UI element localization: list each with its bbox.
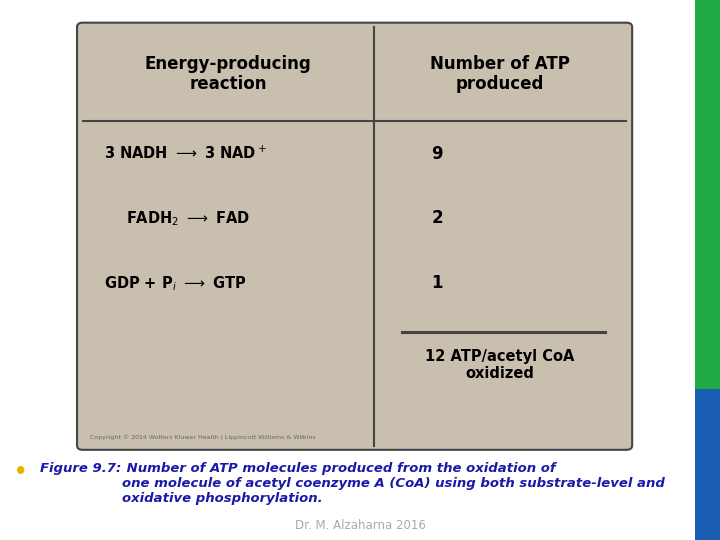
- Text: Energy-producing
reaction: Energy-producing reaction: [145, 55, 312, 93]
- Text: Dr. M. Alzaharna 2016: Dr. M. Alzaharna 2016: [294, 519, 426, 532]
- Text: GDP + P$_i$ $\longrightarrow$ GTP: GDP + P$_i$ $\longrightarrow$ GTP: [104, 274, 247, 293]
- Text: 2: 2: [431, 210, 443, 227]
- FancyBboxPatch shape: [77, 23, 632, 450]
- Text: Figure 9.7:: Figure 9.7:: [40, 462, 121, 475]
- Text: Copyright © 2014 Wolters Kluwer Health | Lippincott Williams & Wilkins: Copyright © 2014 Wolters Kluwer Health |…: [90, 435, 315, 441]
- Text: Number of ATP
produced: Number of ATP produced: [430, 55, 570, 93]
- Text: FADH$_2$ $\longrightarrow$ FAD: FADH$_2$ $\longrightarrow$ FAD: [126, 209, 251, 228]
- Text: 12 ATP/acetyl CoA
oxidized: 12 ATP/acetyl CoA oxidized: [426, 349, 575, 381]
- Text: 1: 1: [431, 274, 443, 292]
- Text: 9: 9: [431, 145, 443, 163]
- Text: •: •: [14, 462, 28, 482]
- Text: Number of ATP molecules produced from the oxidation of
one molecule of acetyl co: Number of ATP molecules produced from th…: [122, 462, 665, 505]
- Text: 3 NADH $\longrightarrow$ 3 NAD$^+$: 3 NADH $\longrightarrow$ 3 NAD$^+$: [104, 145, 267, 162]
